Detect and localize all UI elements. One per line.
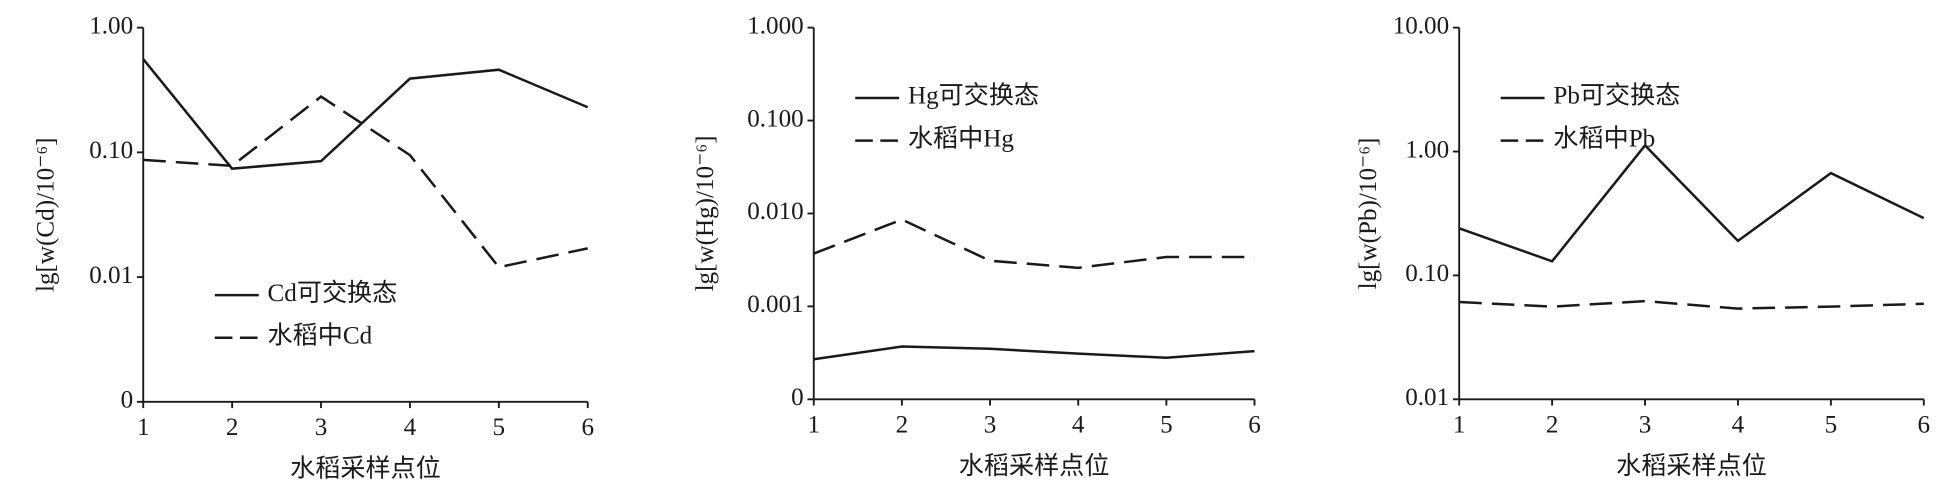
x-tick-label: 6	[1918, 412, 1931, 439]
y-tick-label: 1.00	[89, 12, 133, 39]
x-tick-label: 4	[404, 414, 417, 441]
y-tick-label: 0.010	[747, 198, 803, 225]
y-tick-label: 0.100	[747, 105, 803, 132]
legend-label: Cd可交换态	[268, 279, 398, 307]
x-tick-label: 5	[1825, 412, 1838, 439]
x-axis-label: 水稻采样点位	[1616, 452, 1767, 480]
y-tick-label: 1.000	[747, 12, 803, 39]
x-tick-label: 2	[1546, 412, 1559, 439]
x-axis-label: 水稻采样点位	[290, 455, 441, 483]
y-tick-label: 0.10	[89, 137, 133, 164]
x-axis-label: 水稻采样点位	[959, 452, 1110, 480]
x-tick-label: 1	[807, 412, 820, 439]
y-tick-label: 0.01	[89, 262, 133, 289]
series-line	[1458, 143, 1925, 263]
legend-label: 水稻中Cd	[268, 322, 373, 350]
x-tick-label: 5	[1160, 412, 1173, 439]
x-tick-label: 2	[226, 414, 239, 441]
legend-label: Hg可交换态	[908, 82, 1039, 110]
series-line	[142, 58, 589, 170]
y-tick-label: 1.00	[1405, 136, 1449, 163]
y-tick-label: 0.10	[1405, 260, 1449, 287]
series-line	[813, 218, 1255, 270]
y-tick-label: 0	[121, 387, 134, 414]
series-line	[813, 345, 1255, 361]
series-line	[1459, 299, 1924, 310]
x-tick-label: 6	[581, 414, 594, 441]
x-tick-label: 4	[1072, 412, 1085, 439]
series-line	[143, 95, 589, 269]
legend-label: Pb可交换态	[1553, 82, 1680, 110]
y-tick-label: 0.01	[1405, 384, 1449, 411]
y-axis-label: lg[w(Cd)/10⁻⁶]	[33, 137, 60, 292]
x-tick-label: 3	[984, 412, 997, 439]
x-tick-label: 2	[896, 412, 909, 439]
x-tick-label: 3	[1639, 412, 1652, 439]
y-tick-label: 0.001	[747, 291, 803, 318]
x-tick-label: 1	[137, 414, 150, 441]
x-tick-label: 4	[1732, 412, 1745, 439]
x-tick-label: 5	[493, 414, 506, 441]
legend-label: 水稻中Hg	[908, 124, 1014, 152]
y-tick-label: 0	[791, 384, 804, 411]
x-tick-label: 1	[1453, 412, 1466, 439]
x-tick-label: 6	[1248, 412, 1261, 439]
legend-label: 水稻中Pb	[1553, 124, 1655, 152]
y-axis-label: lg[w(Pb)/10⁻⁶]	[1355, 138, 1382, 290]
y-axis-label: lg[w(Hg)/10⁻⁶]	[692, 136, 719, 292]
x-tick-label: 3	[315, 414, 328, 441]
y-tick-label: 10.00	[1393, 12, 1450, 39]
